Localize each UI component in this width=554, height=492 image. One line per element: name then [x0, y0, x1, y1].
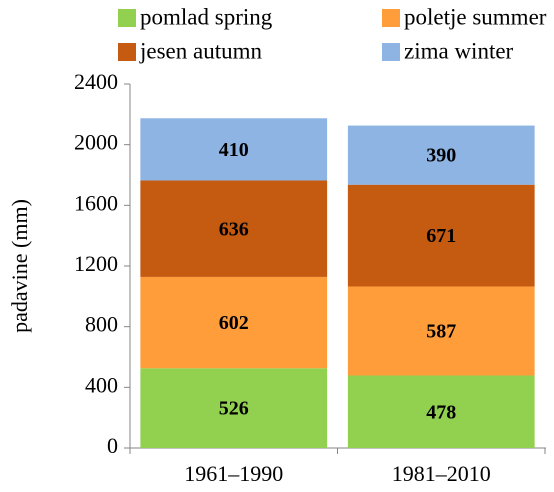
value-label: 587 — [426, 321, 456, 343]
y-tick-label: 2400 — [74, 69, 118, 94]
legend-swatch — [118, 9, 136, 27]
x-tick-label: 1961–1990 — [184, 461, 283, 486]
y-tick-label: 1200 — [74, 251, 118, 276]
legend-label: poletje summer — [404, 4, 547, 29]
bar-segment — [140, 276, 328, 369]
value-label: 410 — [219, 139, 249, 161]
bar-segment — [347, 125, 535, 185]
y-tick-label: 0 — [107, 433, 118, 458]
legend-swatch — [382, 43, 400, 61]
legend-label: jesen autumn — [139, 38, 262, 63]
value-label: 636 — [219, 218, 249, 240]
y-axis-label: padavine (mm) — [7, 199, 32, 333]
bar-segment — [140, 118, 328, 181]
bar-segment — [347, 184, 535, 287]
y-tick-label: 800 — [85, 312, 118, 337]
value-label: 671 — [426, 225, 456, 247]
legend-swatch — [382, 9, 400, 27]
bar-segment — [140, 180, 328, 277]
legend-label: zima winter — [404, 38, 514, 63]
bar-segment — [347, 286, 535, 376]
bar-segment — [140, 368, 328, 448]
legend-label: pomlad spring — [140, 4, 273, 29]
bar-segment — [347, 375, 535, 448]
legend-swatch — [118, 43, 136, 61]
y-tick-label: 400 — [85, 372, 118, 397]
value-label: 478 — [426, 401, 456, 423]
y-tick-label: 2000 — [74, 130, 118, 155]
value-label: 526 — [219, 398, 249, 420]
y-tick-label: 1600 — [74, 190, 118, 215]
value-label: 602 — [219, 312, 249, 334]
value-label: 390 — [426, 145, 456, 167]
x-tick-label: 1981–2010 — [392, 461, 491, 486]
